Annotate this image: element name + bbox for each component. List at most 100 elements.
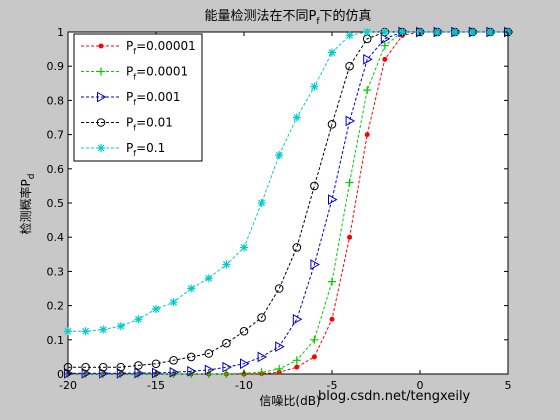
x-tick-label: -10 xyxy=(235,379,253,392)
legend-marker xyxy=(97,144,105,152)
data-point xyxy=(433,28,442,36)
chart-title: 能量检测法在不同Pf下的仿真 xyxy=(204,8,371,27)
data-point xyxy=(169,370,178,378)
x-tick-label: 0 xyxy=(417,379,424,392)
legend-items: Pf=0.00001 Pf=0.0001 Pf=0.001 Pf=0.01 Pf=0.1 xyxy=(81,39,196,158)
data-point xyxy=(257,351,268,363)
data-point xyxy=(169,298,178,307)
legend-label: Pf=0.001 xyxy=(126,90,181,107)
data-point xyxy=(292,313,303,325)
data-point xyxy=(345,115,356,127)
data-point xyxy=(134,315,143,324)
legend-label: Pf=0.1 xyxy=(126,141,165,158)
data-point xyxy=(204,364,215,376)
data-point xyxy=(328,48,336,57)
data-point xyxy=(169,356,178,365)
data-point xyxy=(382,56,388,62)
data-point xyxy=(239,326,249,336)
data-point xyxy=(222,361,232,373)
data-point xyxy=(486,28,495,36)
data-point xyxy=(292,356,301,365)
legend: Pf=0.00001 Pf=0.0001 Pf=0.001 Pf=0.01 Pf=0.1 xyxy=(73,33,203,162)
y-tick-label: 0 xyxy=(57,368,64,381)
data-point xyxy=(81,362,90,372)
data-point xyxy=(310,335,319,344)
data-point xyxy=(240,243,248,252)
y-tick-label: 0.3 xyxy=(47,265,65,278)
data-point xyxy=(187,365,197,377)
data-point xyxy=(347,234,353,240)
data-point xyxy=(380,33,391,45)
data-point xyxy=(275,341,285,352)
chart-title-rest: 下的仿真 xyxy=(320,8,372,24)
data-point xyxy=(116,322,125,331)
legend-entry-4: Pf=0.01 xyxy=(81,116,173,133)
legend-entry-3: Pf=0.001 xyxy=(81,90,181,107)
y-tick-label: 1 xyxy=(57,26,64,39)
y-tick-label: 0.9 xyxy=(47,60,65,73)
legend-entry-2: Pf=0.0001 xyxy=(81,65,188,82)
data-point xyxy=(134,361,143,370)
axis-ticks: -20 -15 -10 -5 0 5 0 0.1 0.2 0.3 0.4 0.5 0.6 0.7 0.8 0.… xyxy=(47,26,512,392)
legend-box xyxy=(73,33,203,162)
data-point xyxy=(222,338,231,348)
series-line-1 xyxy=(68,31,508,375)
data-point xyxy=(186,352,196,362)
data-point xyxy=(187,284,196,293)
legend-marker xyxy=(97,67,105,76)
chart-title-subscript: f xyxy=(316,17,320,27)
y-tick-label: 0.5 xyxy=(47,197,65,210)
data-point xyxy=(329,316,335,322)
data-point xyxy=(363,28,372,36)
data-point xyxy=(275,151,284,160)
y-tick-label: 0.8 xyxy=(47,94,65,107)
data-point xyxy=(98,362,108,372)
series-5 xyxy=(64,28,512,336)
data-point xyxy=(345,178,354,187)
data-point xyxy=(294,364,300,370)
data-point xyxy=(64,327,72,336)
y-axis-label: 检测概率Pd xyxy=(18,174,37,235)
y-tick-label: 0.6 xyxy=(47,163,65,176)
data-point xyxy=(222,370,231,378)
legend-label: Pf=0.00001 xyxy=(126,39,196,56)
data-point xyxy=(204,274,213,283)
data-point xyxy=(327,120,337,129)
data-point xyxy=(169,366,180,378)
y-tick-label: 0.1 xyxy=(47,334,65,347)
legend-marker xyxy=(96,118,106,127)
data-point xyxy=(81,327,90,336)
x-axis-label: 信噪比(dB) xyxy=(259,394,320,408)
data-point xyxy=(468,28,477,36)
y-tick-label: 0.2 xyxy=(47,300,65,313)
data-point xyxy=(116,362,126,372)
y-axis-label-main: 检测概率P xyxy=(18,179,33,234)
y-tick-label: 0.4 xyxy=(47,231,65,244)
data-point xyxy=(380,28,389,36)
data-point xyxy=(364,132,370,138)
watermark: blog.csdn.net/tengxeily xyxy=(318,389,471,404)
data-point xyxy=(328,277,336,286)
data-point xyxy=(257,313,266,322)
legend-entry-1: Pf=0.00001 xyxy=(81,39,196,56)
data-point xyxy=(204,349,214,358)
data-point xyxy=(345,61,354,71)
data-point xyxy=(151,359,161,369)
y-tick-label: 0.7 xyxy=(47,129,65,142)
legend-marker xyxy=(97,91,107,103)
data-point xyxy=(257,368,266,377)
data-point xyxy=(134,367,144,379)
data-point xyxy=(274,284,284,293)
data-point xyxy=(99,325,108,334)
data-point xyxy=(292,243,302,252)
series-line-4 xyxy=(68,31,508,368)
legend-label: Pf=0.01 xyxy=(126,116,173,133)
data-point xyxy=(310,181,319,191)
data-point xyxy=(292,113,301,122)
data-point xyxy=(363,54,373,65)
data-point xyxy=(328,194,338,205)
data-point xyxy=(311,354,317,360)
x-tick-label: 5 xyxy=(505,379,512,392)
data-point xyxy=(345,31,354,40)
